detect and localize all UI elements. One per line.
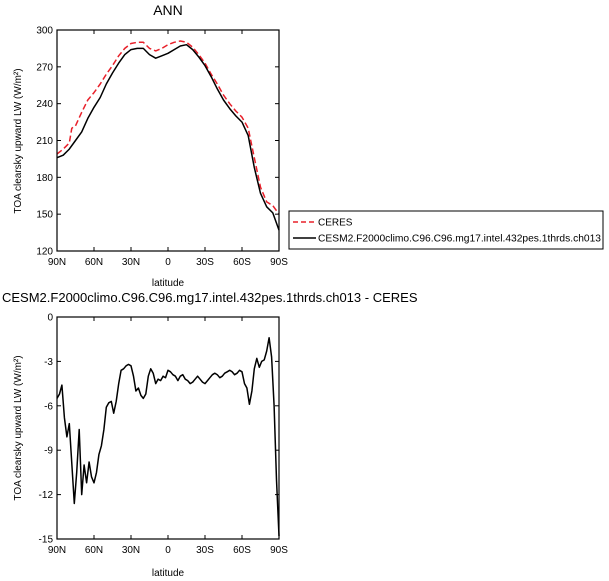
top-x-tick-label: 90S bbox=[270, 257, 288, 268]
top-y-tick-label: 180 bbox=[36, 173, 53, 184]
top-x-tick-label: 60S bbox=[233, 257, 251, 268]
top-y-tick-label: 210 bbox=[36, 136, 53, 147]
top-y-tick-label: 240 bbox=[36, 99, 53, 110]
top-x-axis-label: latitude bbox=[152, 278, 185, 289]
bottom-y-axis-label: TOA clearsky upward LW (W/m²) bbox=[13, 355, 24, 500]
top-x-tick-label: 90N bbox=[48, 257, 66, 268]
top-plot-frame bbox=[56, 29, 280, 252]
top-y-ticks: 120 150 180 210 240 270 300 bbox=[36, 26, 279, 258]
bottom-y-tick-label: -6 bbox=[44, 401, 53, 412]
bottom-x-axis-label: latitude bbox=[152, 568, 185, 579]
bottom-x-tick-label: 60S bbox=[233, 545, 251, 556]
bottom-x-tick-label: 90S bbox=[270, 545, 288, 556]
top-series-line-0 bbox=[56, 40, 280, 215]
bottom-y-ticks: 0 -3 -6 -9 -12 -15 bbox=[39, 313, 279, 546]
bottom-x-tick-label: 30S bbox=[196, 545, 214, 556]
bottom-y-tick-label: 0 bbox=[47, 313, 53, 324]
bottom-x-tick-label: 90N bbox=[48, 545, 66, 556]
bottom-series-line-0 bbox=[56, 336, 280, 537]
bottom-y-tick-label: -12 bbox=[39, 490, 54, 501]
top-y-tick-label: 270 bbox=[36, 62, 53, 73]
top-plot-lines bbox=[56, 40, 280, 231]
bottom-x-tick-label: 60N bbox=[85, 545, 103, 556]
bottom-y-tick-label: -3 bbox=[44, 357, 53, 368]
bottom-y-tick-label: -15 bbox=[39, 535, 54, 546]
top-x-tick-label: 30N bbox=[122, 257, 140, 268]
top-y-tick-label: 150 bbox=[36, 210, 53, 221]
legend-label-model: CESM2.F2000climo.C96.C96.mg17.intel.432p… bbox=[318, 234, 601, 245]
bottom-y-tick-label: -9 bbox=[44, 446, 53, 457]
top-series-line-1 bbox=[56, 43, 280, 231]
top-panel: ANN 120 150 180 210 240 270 300 90N 60N 30N 0 30S 6… bbox=[13, 2, 288, 289]
top-x-tick-label: 60N bbox=[85, 257, 103, 268]
bottom-x-tick-label: 0 bbox=[165, 545, 171, 556]
bottom-plot-frame bbox=[56, 316, 280, 540]
legend-label-ceres: CERES bbox=[318, 218, 353, 229]
top-title: ANN bbox=[153, 2, 183, 18]
bottom-x-ticks: 90N 60N 30N 0 30S 60S 90S bbox=[48, 317, 288, 556]
legend-box bbox=[288, 210, 604, 250]
top-y-axis-label: TOA clearsky upward LW (W/m²) bbox=[13, 68, 24, 213]
bottom-plot-lines bbox=[56, 336, 280, 537]
top-x-tick-label: 30S bbox=[196, 257, 214, 268]
top-y-tick-label: 120 bbox=[36, 247, 53, 258]
top-x-tick-label: 0 bbox=[165, 257, 171, 268]
top-y-tick-label: 300 bbox=[36, 26, 53, 37]
bottom-panel: CESM2.F2000climo.C96.C96.mg17.intel.432p… bbox=[2, 290, 418, 579]
top-x-ticks: 90N 60N 30N 0 30S 60S 90S bbox=[48, 30, 288, 268]
bottom-x-tick-label: 30N bbox=[122, 545, 140, 556]
bottom-title: CESM2.F2000climo.C96.C96.mg17.intel.432p… bbox=[2, 290, 418, 305]
legend: CERES CESM2.F2000climo.C96.C96.mg17.inte… bbox=[288, 210, 604, 250]
